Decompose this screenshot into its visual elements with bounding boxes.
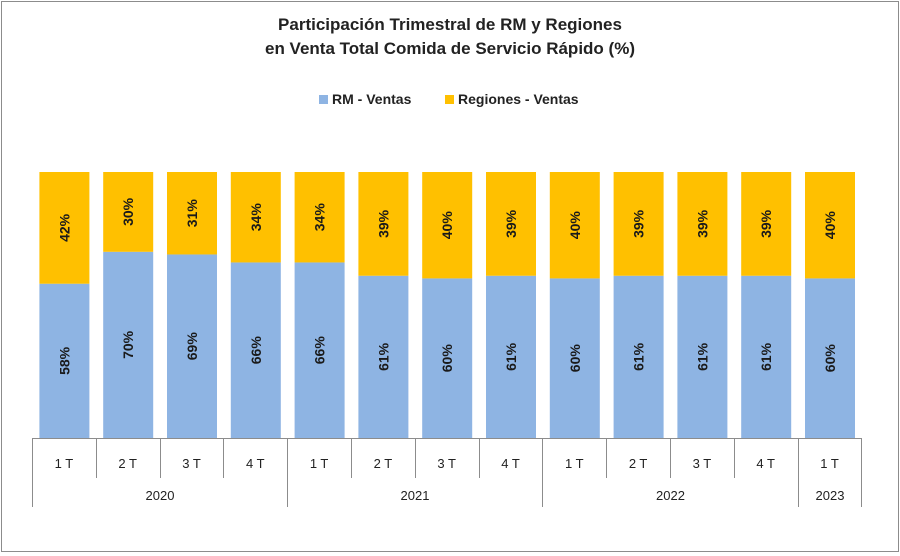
data-label-regiones-7: 40% <box>439 211 455 240</box>
bar-regiones-2 <box>103 172 154 252</box>
bar-rm-13 <box>805 278 855 438</box>
bar-regiones-8 <box>486 172 536 276</box>
x-tick-label-12: 4 T <box>756 456 775 471</box>
x-tick-label-9: 1 T <box>565 456 584 471</box>
bar-rm-11 <box>677 275 728 438</box>
bar-regiones-11 <box>677 172 728 276</box>
bar-regiones-7 <box>422 172 473 279</box>
data-label-regiones-11: 39% <box>694 209 710 238</box>
data-label-regiones-5: 34% <box>312 203 328 232</box>
group-label-2021: 2021 <box>401 488 430 503</box>
data-label-rm-8: 61% <box>503 342 519 371</box>
data-label-rm-5: 66% <box>312 336 328 365</box>
chart-title-line-2: en Venta Total Comida de Servicio Rápido… <box>265 39 635 58</box>
x-tick-label-5: 1 T <box>310 456 329 471</box>
legend-label: Regiones - Ventas <box>458 91 579 107</box>
bars-layer <box>39 172 855 438</box>
bar-rm-6 <box>358 275 409 438</box>
x-tick-label-1: 1 T <box>55 456 74 471</box>
bar-rm-4 <box>230 262 281 438</box>
data-label-regiones-8: 39% <box>503 209 519 238</box>
data-label-regiones-3: 31% <box>184 199 200 228</box>
x-tick-label-7: 3 T <box>437 456 456 471</box>
bar-rm-10 <box>613 275 664 438</box>
data-label-regiones-2: 30% <box>120 197 136 226</box>
x-tick-label-13: 1 T <box>820 456 839 471</box>
data-label-rm-3: 69% <box>184 332 200 361</box>
bar-rm-1 <box>39 283 90 438</box>
data-label-regiones-12: 39% <box>758 209 774 238</box>
bar-rm-2 <box>103 251 154 438</box>
group-label-2020: 2020 <box>146 488 175 503</box>
bar-regiones-5 <box>294 172 345 263</box>
data-label-rm-6: 61% <box>375 342 391 371</box>
x-tick-label-8: 4 T <box>501 456 520 471</box>
group-label-2022: 2022 <box>656 488 685 503</box>
x-tick-label-2: 2 T <box>118 456 137 471</box>
legend-item-1: RM - Ventas <box>319 91 412 107</box>
data-label-rm-11: 61% <box>694 342 710 371</box>
bar-regiones-12 <box>741 172 792 276</box>
legend-item-2: Regiones - Ventas <box>445 91 579 107</box>
data-label-regiones-4: 34% <box>248 203 264 232</box>
bar-rm-7 <box>422 278 473 438</box>
bar-regiones-3 <box>167 172 217 255</box>
legend-swatch <box>319 95 328 104</box>
bar-regiones-6 <box>358 172 409 276</box>
bar-regiones-4 <box>230 172 281 263</box>
data-label-rm-13: 60% <box>822 344 838 373</box>
group-label-2023: 2023 <box>816 488 845 503</box>
data-label-rm-2: 70% <box>120 330 136 359</box>
data-label-regiones-10: 39% <box>631 209 647 238</box>
bar-rm-8 <box>486 275 536 438</box>
data-label-rm-4: 66% <box>248 336 264 365</box>
bar-regiones-10 <box>613 172 664 276</box>
data-label-rm-10: 61% <box>631 342 647 371</box>
data-label-regiones-13: 40% <box>822 211 838 240</box>
data-label-regiones-1: 42% <box>56 213 72 242</box>
bar-regiones-1 <box>39 172 90 284</box>
legend-label: RM - Ventas <box>332 91 412 107</box>
legend-swatch <box>445 95 454 104</box>
bar-rm-5 <box>294 262 345 438</box>
x-tick-label-3: 3 T <box>182 456 201 471</box>
x-tick-label-10: 2 T <box>629 456 648 471</box>
data-label-regiones-6: 39% <box>375 209 391 238</box>
data-label-rm-7: 60% <box>439 344 455 373</box>
bar-rm-12 <box>741 275 792 438</box>
chart-title-line-1: Participación Trimestral de RM y Regione… <box>278 15 622 34</box>
data-label-rm-9: 60% <box>567 344 583 373</box>
chart-title: Participación Trimestral de RM y Regione… <box>265 15 635 58</box>
bar-regiones-13 <box>805 172 855 279</box>
x-axis: 1 T 2 T 3 T 4 T 1 T 2 T 3 T 4 T 1 T 2 T 3 T 4 T 1 T 2… <box>32 438 862 507</box>
x-tick-label-11: 3 T <box>693 456 712 471</box>
x-tick-label-6: 2 T <box>374 456 393 471</box>
data-label-regiones-9: 40% <box>567 211 583 240</box>
data-labels-layer: 58% 42% 70% 30% 69% 31% 66% 34% 66% 34% 61% 39% 60% 4… <box>56 197 838 375</box>
data-label-rm-1: 58% <box>56 346 72 375</box>
bar-rm-9 <box>549 278 600 438</box>
data-label-rm-12: 61% <box>758 342 774 371</box>
x-tick-label-4: 4 T <box>246 456 265 471</box>
bar-regiones-9 <box>549 172 600 279</box>
bar-rm-3 <box>167 254 217 438</box>
chart-legend: RM - Ventas Regiones - Ventas <box>319 91 579 107</box>
